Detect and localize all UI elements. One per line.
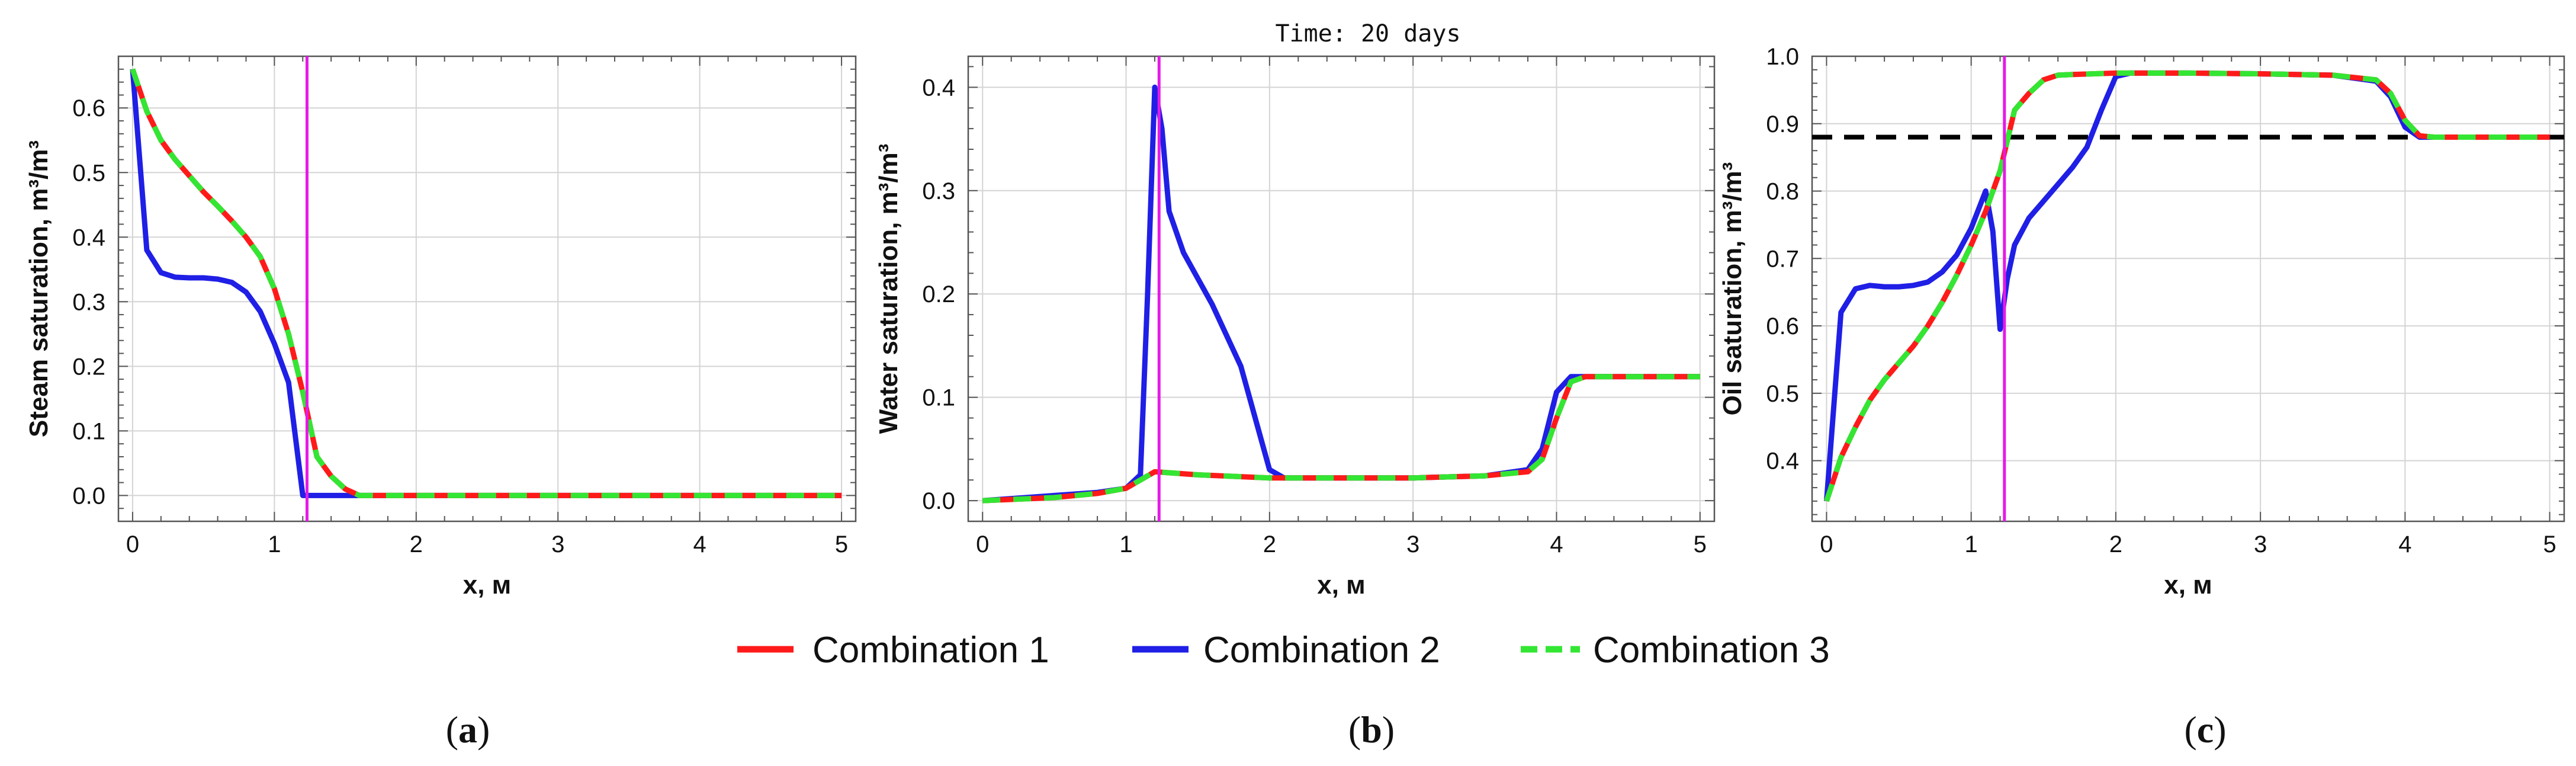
x-tick-label-2: 2 (1263, 531, 1276, 557)
x-tick-label-5: 5 (1694, 531, 1707, 557)
x-tick-label-3: 3 (2254, 531, 2267, 557)
x-tick-label-2: 2 (410, 531, 423, 557)
y-tick-label-1: 0.1 (922, 385, 955, 411)
x-tick-label-0: 0 (126, 531, 139, 557)
series-line-combination-3 (982, 374, 1700, 504)
x-tick-label-4: 4 (1550, 531, 1563, 557)
y-tick-label-1: 0.5 (1766, 381, 1799, 407)
panel-steam-saturation: 0 1 2 3 4 5 0.0 0.1 0.2 0.3 0.4 0.5 0.6 x, м Steam sat… (24, 55, 857, 600)
x-tick-label-3: 3 (551, 531, 564, 557)
x-tick-label-4: 4 (693, 531, 706, 557)
x-axis-label: x, м (1317, 571, 1365, 600)
y-tick-label-3: 0.3 (922, 178, 955, 204)
plot-background (1812, 56, 2564, 521)
y-tick-label-1: 0.1 (72, 418, 105, 444)
x-tick-label-2: 2 (2109, 531, 2122, 557)
series-line-combination-1 (1824, 70, 2550, 502)
y-tick-label-3: 0.7 (1766, 246, 1799, 272)
subfigure-label-a: (a) (446, 709, 490, 751)
y-axis-label: Steam saturation, m³/m³ (24, 140, 53, 437)
series-line-combination-2 (982, 84, 1700, 504)
y-tick-label-4: 0.8 (1766, 179, 1799, 205)
y-tick-label-4: 0.4 (922, 75, 955, 101)
y-tick-label-2: 0.2 (72, 354, 105, 380)
y-tick-label-0: 0.0 (72, 483, 105, 509)
x-tick-label-5: 5 (2543, 531, 2556, 557)
plot-background (968, 56, 1714, 521)
y-tick-label-0: 0.0 (922, 488, 955, 514)
x-tick-label-0: 0 (976, 531, 989, 557)
y-axis-label: Oil saturation, m³/m³ (1718, 162, 1747, 416)
y-tick-label-6: 0.6 (72, 95, 105, 121)
panel-oil-saturation: 0 1 2 3 4 5 0.4 0.5 0.6 0.7 0.8 0.9 1.0 x, м Oil satur… (1718, 44, 2565, 600)
x-tick-label-0: 0 (1820, 531, 1833, 557)
y-tick-label-2: 0.2 (922, 281, 955, 307)
y-axis-label: Water saturation, m³/m³ (874, 144, 903, 434)
plot-background (118, 56, 856, 521)
panel-water-saturation: 0 1 2 3 4 5 0.0 0.1 0.2 0.3 0.4 x, м Water saturatio… (874, 55, 1716, 600)
subfigure-label-b: (b) (1348, 709, 1395, 751)
x-tick-label-4: 4 (2398, 531, 2411, 557)
y-tick-label-4: 0.4 (72, 225, 105, 251)
legend: Combination 1 Combination 2 Combination … (737, 630, 1830, 671)
x-tick-label-1: 1 (1965, 531, 1978, 557)
y-tick-label-6: 1.0 (1766, 44, 1799, 70)
x-axis-label: x, м (463, 571, 511, 600)
legend-label-combination-3: Combination 3 (1593, 630, 1830, 671)
plot-frame (967, 55, 1716, 523)
y-tick-label-2: 0.6 (1766, 313, 1799, 339)
x-tick-label-1: 1 (268, 531, 281, 557)
x-tick-label-1: 1 (1119, 531, 1132, 557)
legend-label-combination-1: Combination 1 (812, 630, 1049, 671)
x-axis-label: x, м (2164, 571, 2212, 600)
figure-title: Time: 20 days (1275, 20, 1460, 47)
y-tick-label-3: 0.3 (72, 289, 105, 315)
y-tick-label-5: 0.5 (72, 160, 105, 186)
y-tick-label-0: 0.4 (1766, 448, 1799, 475)
plot-frame (1811, 55, 2565, 523)
series-line-combination-3 (130, 68, 842, 498)
y-tick-label-5: 0.9 (1766, 111, 1799, 137)
x-tick-label-3: 3 (1406, 531, 1419, 557)
x-tick-label-5: 5 (835, 531, 848, 557)
subfigure-label-c: (c) (2184, 709, 2226, 751)
legend-label-combination-2: Combination 2 (1203, 630, 1440, 671)
